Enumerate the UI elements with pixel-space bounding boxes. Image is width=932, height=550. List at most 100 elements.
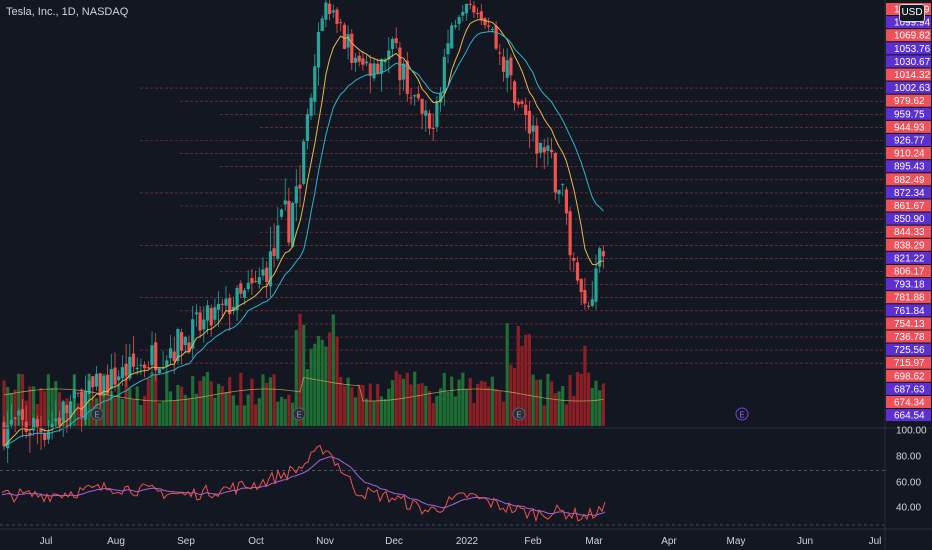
candle-body[interactable] — [80, 392, 84, 417]
candle-body[interactable] — [350, 33, 354, 63]
currency-button[interactable]: USD — [899, 4, 925, 22]
candle-body[interactable] — [409, 97, 413, 99]
candle-body[interactable] — [150, 345, 154, 366]
candle-body[interactable] — [106, 374, 110, 394]
candle-body[interactable] — [39, 428, 43, 433]
candle-body[interactable] — [283, 200, 287, 205]
candle-body[interactable] — [461, 11, 465, 16]
candle-body[interactable] — [550, 149, 554, 153]
candle-body[interactable] — [453, 25, 457, 28]
candle-body[interactable] — [331, 10, 335, 13]
candle-body[interactable] — [287, 200, 291, 243]
candle-body[interactable] — [305, 114, 309, 141]
candle-body[interactable] — [583, 289, 587, 304]
candle-body[interactable] — [568, 211, 572, 256]
candle-body[interactable] — [165, 360, 169, 367]
candle-body[interactable] — [553, 153, 557, 193]
candle-body[interactable] — [501, 56, 506, 72]
candle-body[interactable] — [446, 43, 450, 55]
candle-body[interactable] — [172, 351, 176, 362]
candle-body[interactable] — [575, 262, 580, 281]
candle-body[interactable] — [594, 268, 598, 302]
candle-body[interactable] — [472, 5, 476, 13]
candle-body[interactable] — [457, 17, 461, 24]
candle-body[interactable] — [131, 353, 136, 367]
candle-body[interactable] — [564, 189, 568, 214]
candle-body[interactable] — [87, 380, 91, 395]
candlesticks[interactable] — [2, 0, 605, 463]
candle-body[interactable] — [254, 280, 258, 282]
candle-body[interactable] — [498, 52, 502, 54]
candle-body[interactable] — [246, 282, 250, 290]
candle-body[interactable] — [187, 342, 191, 353]
candle-body[interactable] — [272, 248, 276, 257]
rsi-pane[interactable] — [0, 444, 885, 526]
candle-body[interactable] — [154, 342, 158, 371]
candle-body[interactable] — [346, 34, 350, 48]
candle-body[interactable] — [509, 57, 513, 76]
candle-body[interactable] — [572, 258, 576, 261]
candle-body[interactable] — [490, 28, 494, 30]
candle-body[interactable] — [468, 3, 472, 5]
candle-body[interactable] — [261, 269, 265, 276]
candle-body[interactable] — [579, 278, 583, 293]
candle-body[interactable] — [157, 368, 161, 373]
candle-body[interactable] — [316, 31, 321, 68]
candle-body[interactable] — [324, 2, 328, 20]
candle-body[interactable] — [376, 63, 380, 74]
candle-body[interactable] — [390, 39, 395, 50]
candle-body[interactable] — [291, 202, 295, 247]
candle-body[interactable] — [143, 364, 147, 369]
candle-body[interactable] — [383, 60, 387, 63]
earnings-marker[interactable] — [90, 407, 104, 421]
candle-body[interactable] — [146, 367, 150, 369]
candle-body[interactable] — [542, 147, 546, 153]
candle-body[interactable] — [9, 419, 13, 425]
candle-body[interactable] — [217, 304, 221, 310]
candle-body[interactable] — [309, 97, 313, 116]
candle-body[interactable] — [50, 423, 54, 428]
candle-body[interactable] — [313, 66, 317, 102]
candle-body[interactable] — [2, 422, 6, 447]
candle-body[interactable] — [94, 373, 99, 387]
candle-body[interactable] — [335, 9, 339, 24]
candle-body[interactable] — [357, 55, 361, 62]
candle-body[interactable] — [117, 376, 121, 381]
candle-body[interactable] — [109, 369, 113, 389]
candle-body[interactable] — [479, 11, 483, 20]
candle-body[interactable] — [420, 98, 424, 114]
candle-body[interactable] — [546, 145, 550, 151]
candle-body[interactable] — [464, 3, 469, 14]
candle-body[interactable] — [265, 267, 269, 282]
candle-body[interactable] — [435, 101, 439, 127]
candle-body[interactable] — [483, 18, 487, 26]
candle-body[interactable] — [372, 63, 376, 79]
candle-body[interactable] — [32, 418, 36, 431]
candle-body[interactable] — [402, 63, 406, 80]
candle-body[interactable] — [587, 305, 591, 307]
candle-body[interactable] — [531, 125, 535, 132]
candle-body[interactable] — [557, 189, 561, 195]
earnings-marker[interactable] — [512, 407, 526, 421]
candle-body[interactable] — [527, 110, 531, 134]
candle-body[interactable] — [294, 186, 298, 204]
rsi-line[interactable] — [1, 444, 606, 523]
candle-body[interactable] — [191, 319, 195, 349]
candle-body[interactable] — [268, 251, 272, 287]
candle-body[interactable] — [98, 373, 102, 396]
candle-body[interactable] — [279, 209, 284, 217]
candle-body[interactable] — [61, 401, 65, 421]
candle-body[interactable] — [520, 101, 524, 104]
candle-body[interactable] — [35, 419, 39, 427]
candle-body[interactable] — [220, 303, 224, 305]
candle-body[interactable] — [194, 312, 198, 315]
candle-body[interactable] — [6, 425, 10, 449]
earnings-marker[interactable] — [292, 407, 306, 421]
candle-body[interactable] — [13, 417, 17, 419]
candle-body[interactable] — [183, 336, 187, 346]
candle-body[interactable] — [128, 356, 132, 379]
candle-body[interactable] — [46, 431, 50, 440]
candle-body[interactable] — [176, 329, 180, 362]
candle-body[interactable] — [394, 38, 398, 44]
candle-body[interactable] — [328, 3, 332, 14]
